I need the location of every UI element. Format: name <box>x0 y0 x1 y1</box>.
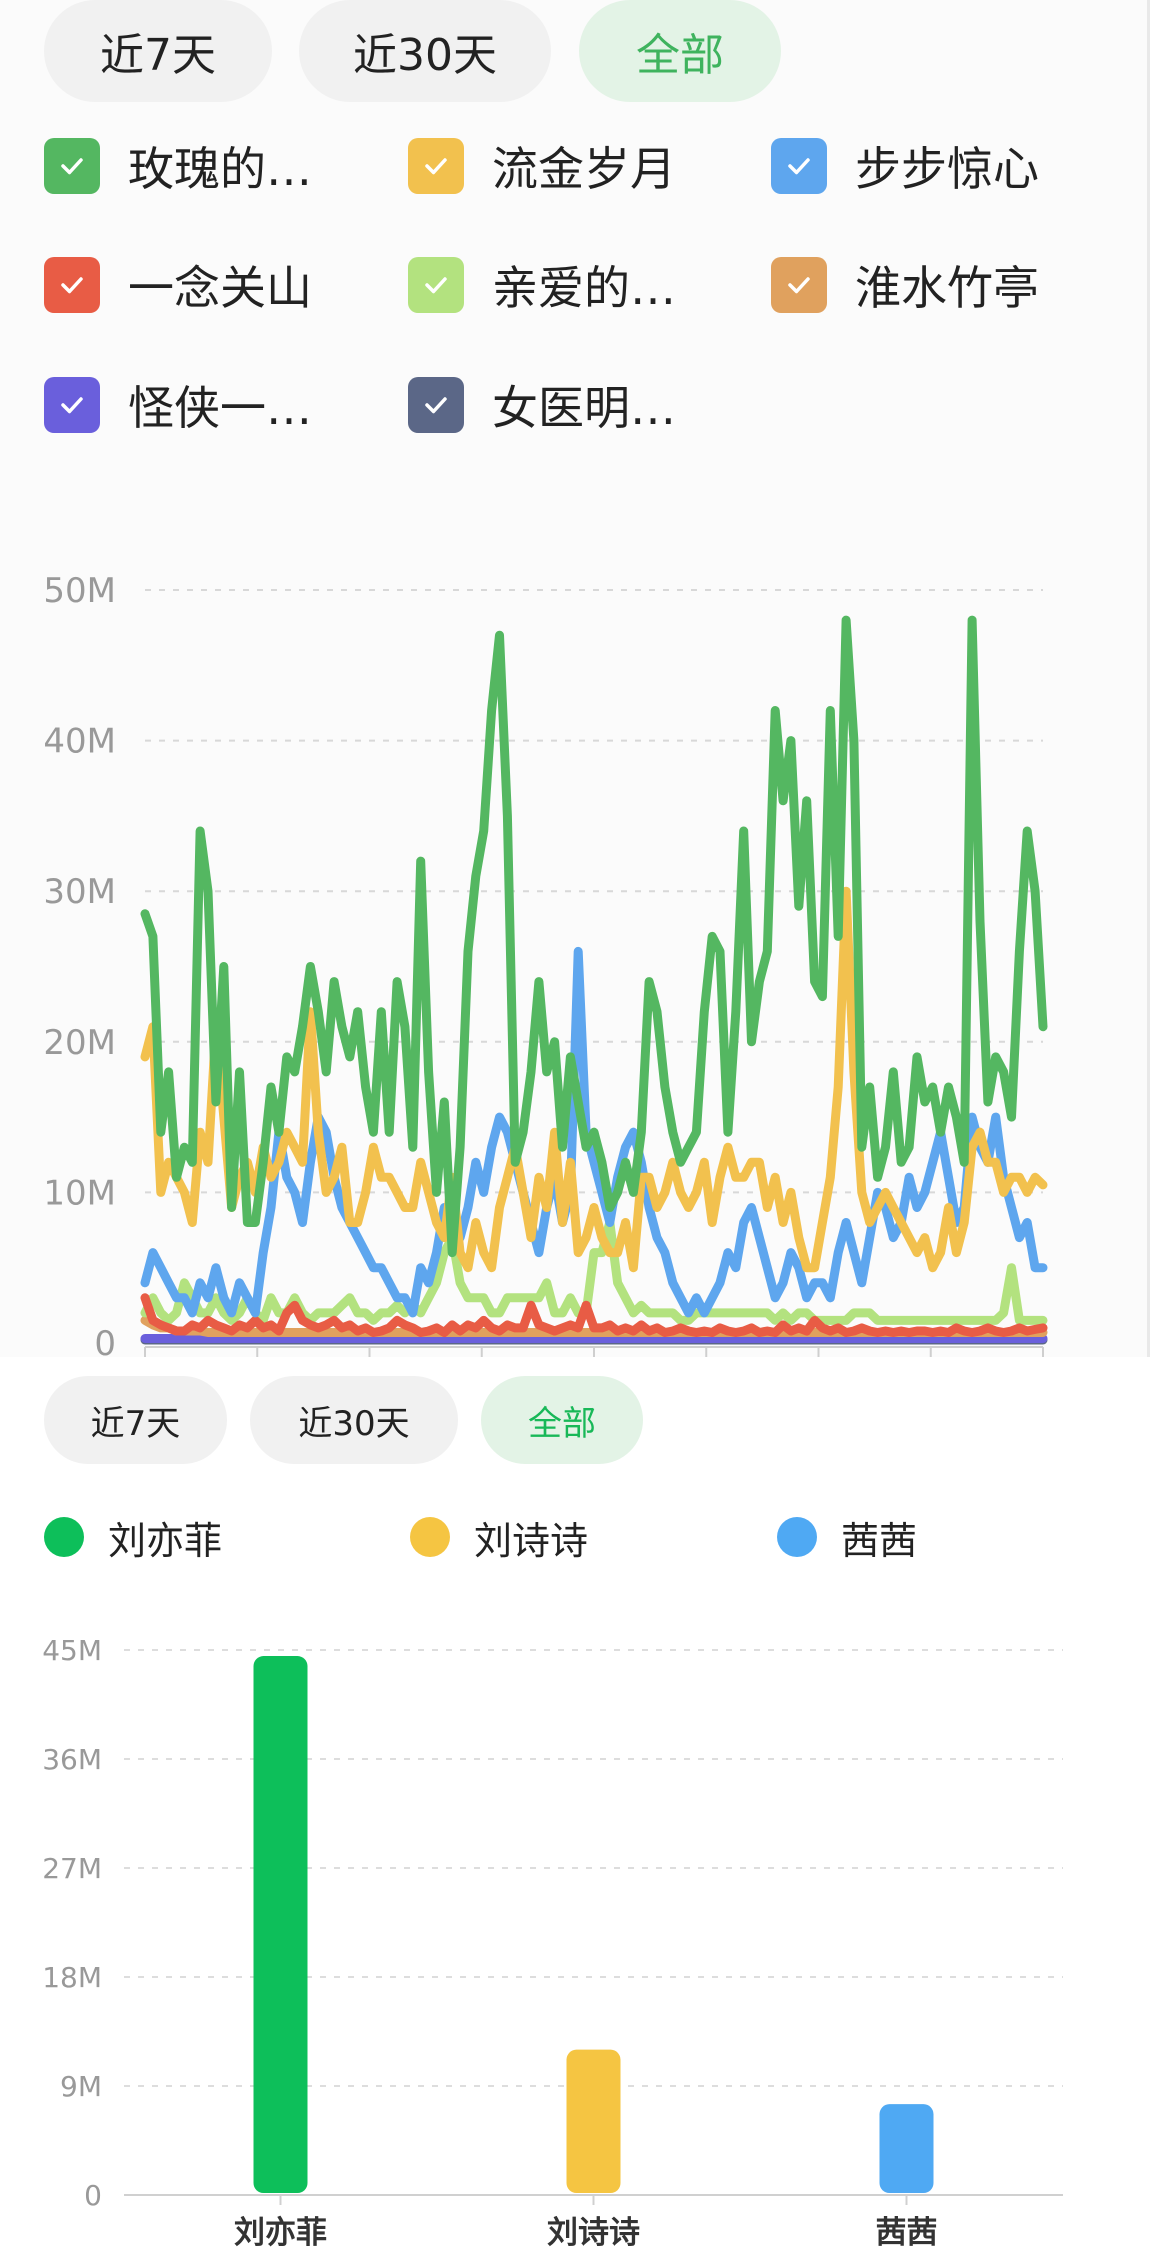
check-icon[interactable] <box>44 257 100 313</box>
bar-2[interactable] <box>879 2104 934 2193</box>
tab-7-days[interactable]: 近7天 <box>44 0 272 102</box>
legend-label: 一念关山 <box>128 261 312 315</box>
bar-0[interactable] <box>253 1656 308 2193</box>
legend-item-7[interactable]: 女医明… <box>408 375 676 435</box>
bar-x-label: 刘亦菲 <box>234 2215 327 2251</box>
legend-dot-icon <box>777 1517 817 1557</box>
legend-label: 流金岁月 <box>492 142 676 196</box>
check-icon[interactable] <box>771 138 827 194</box>
y-tick-label: 20M <box>43 1023 116 1063</box>
bar-tab-all[interactable]: 全部 <box>481 1376 643 1464</box>
legend-label: 女医明… <box>492 381 676 435</box>
bar-y-tick-label: 45M <box>42 1634 102 1667</box>
tab-30-days[interactable]: 近30天 <box>299 0 551 102</box>
check-icon[interactable] <box>408 257 464 313</box>
bar-x-label: 刘诗诗 <box>547 2215 640 2251</box>
legend-label: 怪侠一… <box>128 381 312 435</box>
bar-legend-item-0[interactable]: 刘亦菲 <box>44 1512 223 1563</box>
tab-all[interactable]: 全部 <box>579 0 781 102</box>
legend-dot-icon <box>410 1517 450 1557</box>
series-line-0 <box>140 615 1048 1258</box>
y-tick-label: 50M <box>43 571 116 611</box>
bar-y-tick-label: 27M <box>42 1852 102 1885</box>
y-tick-label: 30M <box>43 872 116 912</box>
legend-item-5[interactable]: 淮水竹亭 <box>771 255 1039 315</box>
legend-item-6[interactable]: 怪侠一… <box>44 375 312 435</box>
y-tick-label: 40M <box>43 722 116 762</box>
y-tick-label: 0 <box>94 1324 116 1357</box>
check-icon[interactable] <box>44 377 100 433</box>
legend-item-3[interactable]: 一念关山 <box>44 255 312 315</box>
line-chart-panel: 近7天 近30天 全部 玫瑰的… 流金岁月 步步惊心一念关山 亲爱的… 淮水竹亭怪侠一…… <box>43 0 1150 1357</box>
bar-tab-30-days[interactable]: 近30天 <box>250 1376 458 1464</box>
bar-y-tick-label: 36M <box>42 1743 102 1776</box>
bar-legend-label: 茜茜 <box>841 1518 918 1563</box>
bar-y-tick-label: 9M <box>60 2070 102 2103</box>
y-tick-label: 10M <box>43 1173 116 1213</box>
series-line-3 <box>140 1293 1048 1337</box>
check-icon[interactable] <box>771 257 827 313</box>
bar-y-tick-label: 18M <box>42 1961 102 1994</box>
legend-item-0[interactable]: 玫瑰的… <box>44 136 312 196</box>
legend-item-1[interactable]: 流金岁月 <box>408 136 676 196</box>
legend-label: 亲爱的… <box>492 261 676 315</box>
bar-y-tick-label: 0 <box>84 2179 102 2212</box>
legend-label: 淮水竹亭 <box>855 261 1039 315</box>
check-icon[interactable] <box>408 138 464 194</box>
bar-x-label: 茜茜 <box>876 2215 938 2251</box>
legend-item-2[interactable]: 步步惊心 <box>771 136 1039 196</box>
bar-1[interactable] <box>566 2049 621 2193</box>
bar-chart: 0 9M 18M 27M 36M 45M 刘亦菲 刘诗诗 茜茜 <box>42 1634 1063 2251</box>
series-line-4 <box>140 1218 1048 1325</box>
check-icon[interactable] <box>408 377 464 433</box>
check-icon[interactable] <box>44 138 100 194</box>
legend-item-4[interactable]: 亲爱的… <box>408 255 676 315</box>
bar-legend-label: 刘亦菲 <box>108 1518 223 1563</box>
bar-chart-panel: 近7天 近30天 全部 刘亦菲 刘诗诗 茜茜 0 9M 18M 27M 36M 45M 刘亦菲刘… <box>0 1357 1150 2262</box>
panel-edge-divider <box>1147 0 1150 1357</box>
bar-legend-label: 刘诗诗 <box>474 1518 589 1563</box>
legend-dot-icon <box>44 1517 84 1557</box>
legend-label: 步步惊心 <box>855 142 1039 196</box>
bar-legend-item-1[interactable]: 刘诗诗 <box>410 1512 589 1563</box>
series-line-2 <box>140 946 1048 1318</box>
legend-label: 玫瑰的… <box>128 142 312 196</box>
series-line-1 <box>140 886 1048 1273</box>
bar-tab-7-days[interactable]: 近7天 <box>44 1376 227 1464</box>
line-chart: 0 10M 20M 30M 40M 50M <box>43 571 1048 1357</box>
bar-legend-item-2[interactable]: 茜茜 <box>777 1512 918 1563</box>
